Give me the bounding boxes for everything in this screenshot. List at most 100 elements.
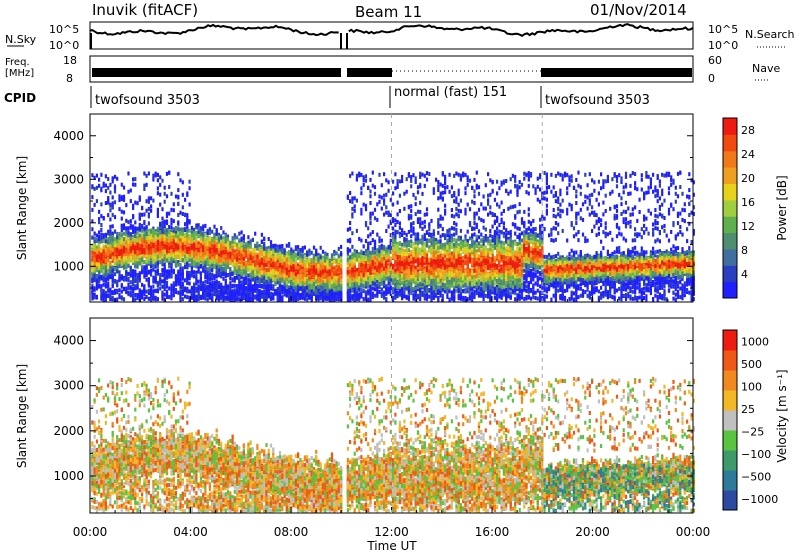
data-cell	[103, 245, 105, 249]
data-cell	[125, 230, 127, 234]
data-cell	[245, 267, 247, 271]
data-cell	[164, 231, 166, 235]
data-cell	[139, 213, 141, 217]
data-cell	[125, 249, 127, 253]
data-cell	[195, 251, 197, 255]
data-cell	[150, 261, 152, 265]
data-cell	[137, 265, 139, 269]
data-cell	[284, 265, 286, 269]
data-cell	[189, 180, 191, 184]
data-cell	[191, 292, 193, 296]
data-cell	[177, 213, 179, 217]
data-cell	[155, 265, 157, 269]
data-cell	[229, 254, 231, 258]
data-cell	[263, 267, 265, 271]
data-cell	[159, 230, 161, 234]
data-cell	[281, 287, 283, 291]
data-cell	[148, 221, 150, 225]
data-cell	[125, 273, 127, 277]
data-cell	[130, 223, 132, 227]
data-cell	[247, 297, 249, 301]
data-cell	[130, 274, 132, 278]
data-cell	[225, 279, 227, 283]
data-cell	[139, 217, 141, 221]
data-cell	[279, 274, 281, 278]
data-cell	[132, 177, 134, 181]
data-cell	[137, 242, 139, 246]
data-cell	[243, 295, 245, 299]
data-cell	[121, 276, 123, 280]
data-cell	[247, 284, 249, 288]
data-cell	[130, 247, 132, 251]
data-cell	[265, 273, 267, 277]
data-cell	[198, 280, 200, 284]
data-cell	[204, 233, 206, 237]
data-cell	[157, 233, 159, 237]
data-cell	[157, 247, 159, 251]
data-cell	[150, 204, 152, 208]
data-cell	[270, 258, 272, 262]
data-cell	[168, 295, 170, 299]
data-cell	[191, 274, 193, 278]
data-cell	[130, 232, 132, 236]
data-cell	[123, 242, 125, 246]
data-cell	[107, 186, 109, 190]
data-cell	[143, 213, 145, 217]
data-cell	[157, 255, 159, 259]
data-cell	[161, 217, 163, 221]
data-cell	[123, 287, 125, 291]
data-cell	[179, 272, 181, 276]
data-cell	[247, 273, 249, 277]
data-cell	[234, 276, 236, 280]
data-cell	[182, 180, 184, 184]
data-cell	[112, 278, 114, 282]
data-cell	[168, 237, 170, 241]
data-cell	[132, 294, 134, 298]
data-cell	[159, 260, 161, 264]
data-cell	[243, 240, 245, 244]
data-cell	[137, 286, 139, 290]
data-cell	[195, 240, 197, 244]
data-cell	[164, 257, 166, 261]
data-cell	[121, 224, 123, 228]
data-cell	[141, 270, 143, 274]
data-cell	[98, 184, 100, 188]
data-cell	[182, 266, 184, 270]
data-cell	[139, 276, 141, 280]
data-cell	[155, 245, 157, 249]
data-cell	[232, 277, 234, 281]
data-cell	[211, 297, 213, 301]
data-cell	[247, 235, 249, 239]
data-cell	[254, 296, 256, 300]
data-cell	[279, 292, 281, 296]
data-cell	[218, 237, 220, 241]
data-cell	[207, 242, 209, 246]
freq-tick-bottom: 8	[66, 72, 73, 85]
data-cell	[127, 172, 129, 176]
nave-tick-top: 60	[708, 54, 722, 67]
data-cell	[288, 294, 290, 298]
data-cell	[170, 218, 172, 222]
data-cell	[198, 227, 200, 231]
data-cell	[293, 283, 295, 287]
data-cell	[159, 273, 161, 277]
data-cell	[232, 255, 234, 259]
data-cell	[148, 255, 150, 259]
data-cell	[173, 248, 175, 252]
data-cell	[193, 236, 195, 240]
data-cell	[297, 275, 299, 279]
data-cell	[256, 287, 258, 291]
data-cell	[100, 261, 102, 265]
data-cell	[193, 261, 195, 265]
data-cell	[159, 282, 161, 286]
data-cell	[211, 244, 213, 248]
data-cell	[238, 297, 240, 301]
data-cell	[148, 215, 150, 219]
data-cell	[166, 221, 168, 225]
data-cell	[281, 255, 283, 259]
data-cell	[114, 175, 116, 179]
data-cell	[139, 258, 141, 262]
data-cell	[146, 245, 148, 249]
data-cell	[202, 256, 204, 260]
data-cell	[177, 278, 179, 282]
